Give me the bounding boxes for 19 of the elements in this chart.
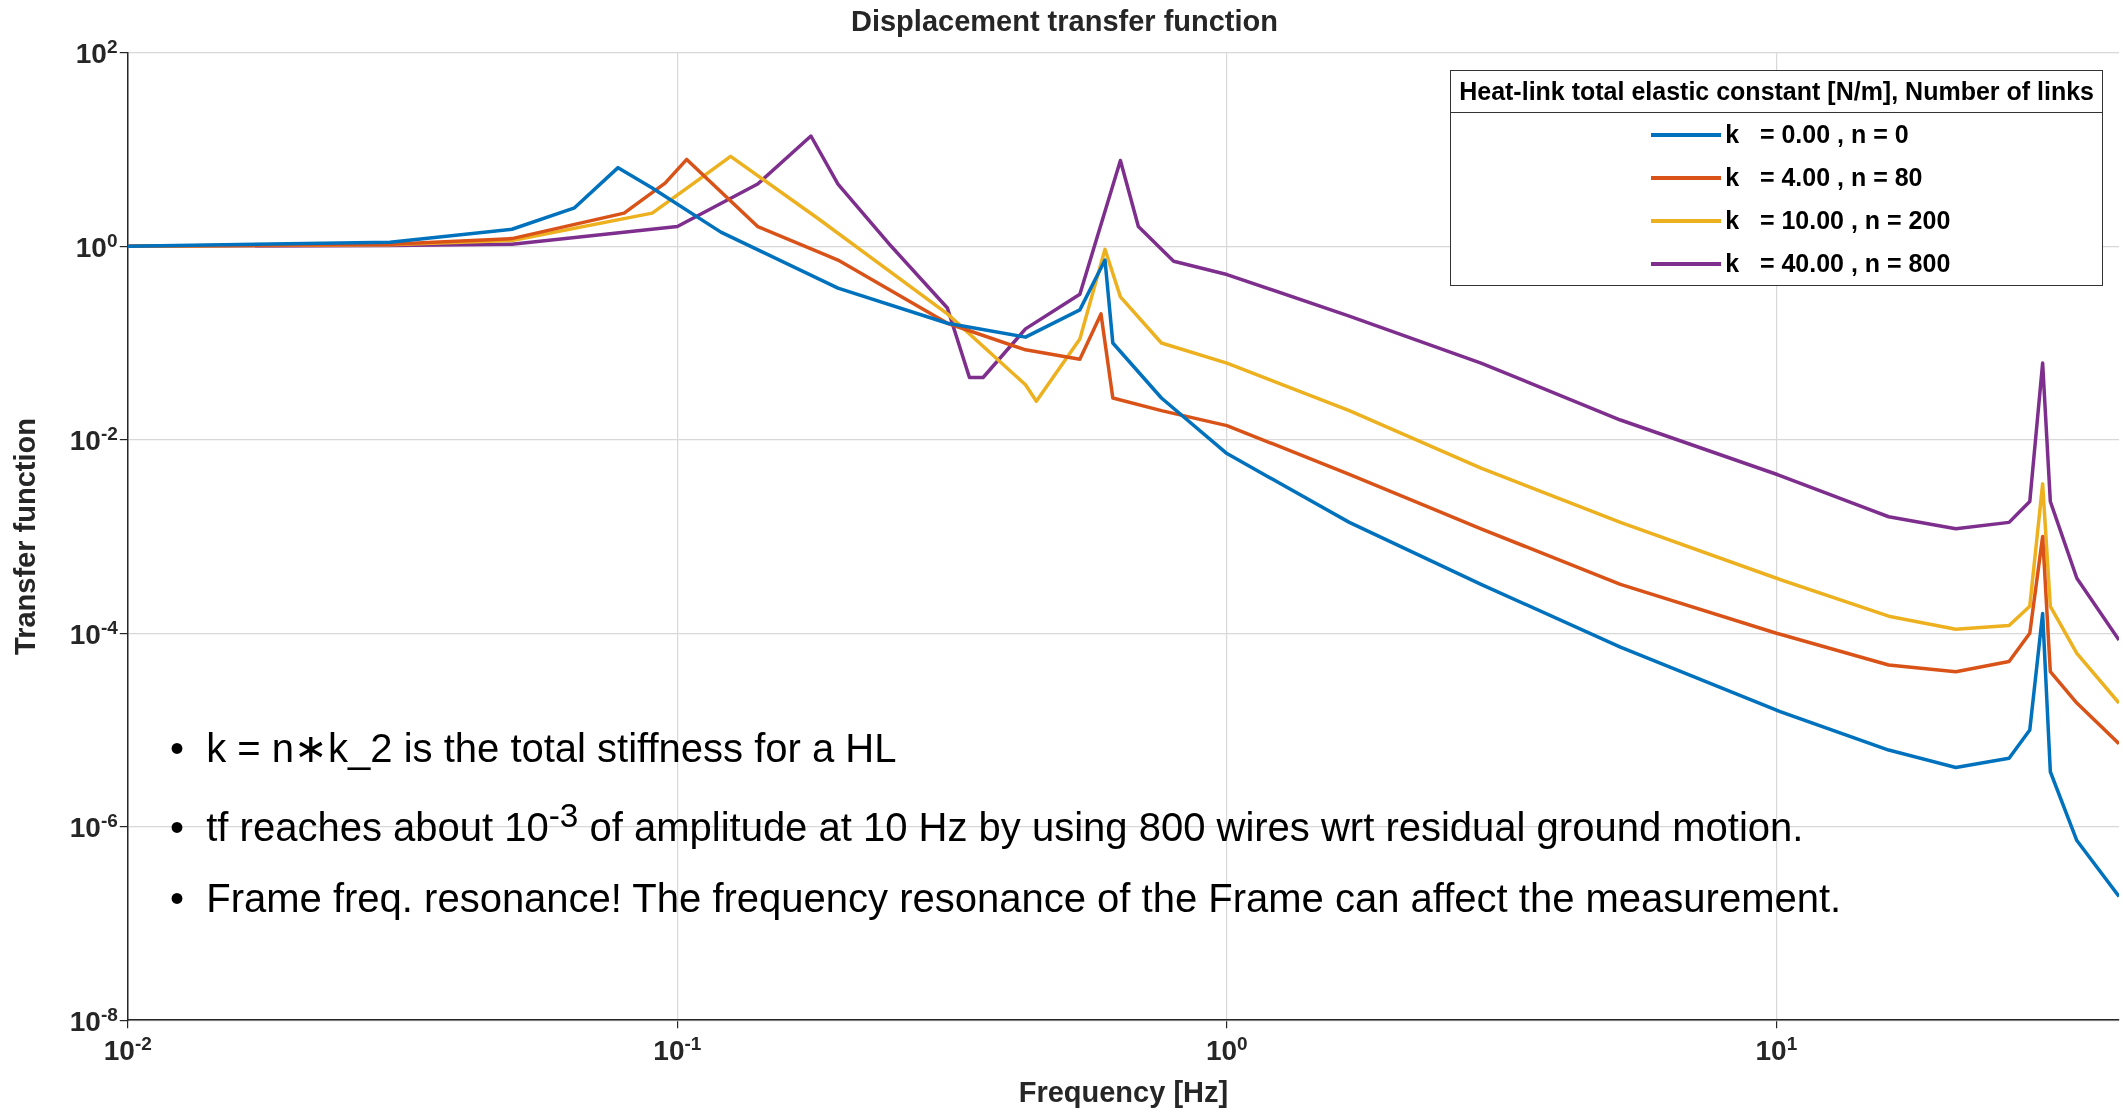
y-tick-label: 10$^{0}$ <box>75 229 118 264</box>
y-tick-label: 10$^{-4}$ <box>69 616 118 651</box>
y-tick-label: 10$^{2}$ <box>75 36 118 70</box>
y-tick-label: 10$^{-6}$ <box>69 810 118 844</box>
legend-label: k = 0.00 , n = 0 <box>1725 120 1909 149</box>
legend-label: k = 10.00 , n = 200 <box>1725 206 1951 235</box>
legend-title: Heat-link total elastic constant [N/m], Number of links <box>1451 71 2102 113</box>
y-axis-title: Transfer function <box>9 418 42 655</box>
x-axis-title: Frequency [Hz] <box>1018 1075 1229 1108</box>
legend-label: k = 4.00 , n = 80 <box>1725 163 1923 192</box>
annotation: • tf reaches about 10$^{-3}$ of amplitude at 10 Hz by using 800 wires wrt residual ground motion. <box>170 797 1805 851</box>
chart-title: Displacement transfer function <box>850 5 1279 38</box>
legend-label: k = 40.00 , n = 800 <box>1725 249 1951 278</box>
annotation: • k = n∗k_2 is the total stiffness for a HL <box>170 725 898 771</box>
x-tick-label: 10$^{1}$ <box>1755 1033 1798 1067</box>
annotation: • Frame freq. resonance! The frequency resonance of the Frame can affect the measurement. <box>170 876 1842 922</box>
x-tick-label: 10$^{-1}$ <box>653 1033 702 1067</box>
x-tick-label: 10$^{0}$ <box>1205 1033 1248 1067</box>
y-tick-label: 10$^{-2}$ <box>69 423 118 457</box>
